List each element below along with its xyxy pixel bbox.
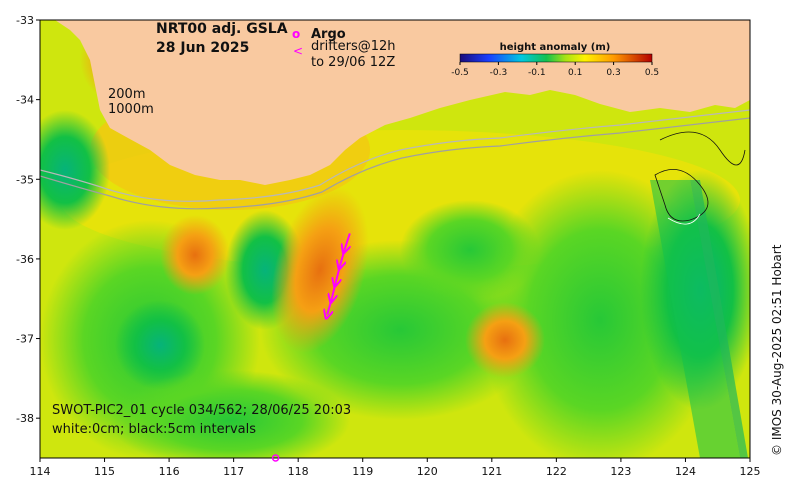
x-axis-ticks: 114 115 116 117 118 119 120 121 122 123 124 125	[30, 458, 761, 478]
x-tick-label: 118	[288, 465, 309, 478]
y-tick-label: -34	[16, 94, 34, 107]
colorbar-title: height anomaly (m)	[500, 42, 611, 53]
isobath-200m	[40, 109, 750, 202]
anomaly-low-west	[40, 110, 110, 230]
argo-floats	[271, 454, 280, 462]
x-tick-label: 125	[740, 465, 761, 478]
x-tick-label: 124	[675, 465, 696, 478]
drifter-legend-icon: <	[293, 44, 303, 58]
x-tick-label: 123	[610, 465, 631, 478]
swot-annotation-line1: SWOT-PIC2_01 cycle 034/562; 28/06/25 20:…	[52, 403, 351, 418]
x-tick-label: 122	[546, 465, 567, 478]
colorbar-tick-label: -0.1	[528, 68, 546, 78]
colorbar-tick-label: 0.5	[645, 68, 659, 78]
colorbar-tick-label: -0.3	[490, 68, 508, 78]
swot-contour-2	[659, 131, 746, 166]
warm-eddy-west	[160, 215, 230, 295]
swot-swath	[650, 180, 740, 458]
colorbar-tick-label: 0.3	[606, 68, 620, 78]
y-tick-label: -36	[16, 253, 34, 266]
map-title-line2: 28 Jun 2025	[156, 40, 249, 56]
y-tick-label: -38	[16, 412, 34, 425]
swot-contour-1	[654, 168, 709, 222]
x-tick-label: 121	[481, 465, 502, 478]
y-tick-label: -33	[16, 14, 34, 27]
colorbar-ramp	[459, 53, 653, 63]
x-tick-label: 116	[159, 465, 180, 478]
swot-annotation-line2: white:0cm; black:5cm intervals	[52, 422, 256, 437]
drifter-legend-line1: drifters@12h	[311, 39, 396, 54]
plot-frame	[39, 19, 751, 459]
isobath-label-1000m: 1000m	[108, 102, 154, 117]
swot-contour-white	[667, 213, 701, 225]
colorbar-ticks: -0.5 -0.3 -0.1 0.1 0.3 0.5	[451, 62, 659, 78]
colorbar: height anomaly (m) -0.5 -0.3 -0.1 0.1 0.3 0.5	[451, 42, 659, 78]
drifter-legend-line2: to 29/06 12Z	[311, 55, 395, 70]
drifter-track	[327, 233, 350, 314]
warm-eddy-south	[465, 302, 545, 378]
map-plot-area	[40, 20, 750, 458]
y-axis-ticks: -33 -34 -35 -36 -37 -38	[16, 14, 40, 425]
isobath-label-200m: 200m	[108, 87, 145, 102]
map-title-line1: NRT00 adj. GSLA	[156, 21, 288, 37]
copyright-label: © IMOS 30-Aug-2025 02:51 Hobart	[770, 244, 784, 456]
y-tick-label: -37	[16, 333, 34, 346]
argo-legend-label: Argo	[311, 27, 346, 42]
x-tick-label: 114	[30, 465, 51, 478]
swot-swath-edge	[690, 180, 748, 458]
x-tick-label: 120	[417, 465, 438, 478]
x-tick-label: 115	[94, 465, 115, 478]
colorbar-tick-label: -0.5	[451, 68, 469, 78]
argo-float-marker	[271, 454, 280, 462]
x-tick-label: 117	[223, 465, 244, 478]
anomaly-core-southwest	[115, 300, 205, 390]
anomaly-low-bottom	[110, 370, 350, 458]
argo-legend-icon: o	[292, 27, 300, 41]
isobath-1000m	[40, 117, 750, 210]
warm-eddy-central	[271, 187, 369, 353]
y-tick-label: -35	[16, 173, 34, 186]
drifter-segment	[345, 233, 350, 249]
x-tick-label: 119	[352, 465, 373, 478]
colorbar-tick-label: 0.1	[568, 68, 582, 78]
